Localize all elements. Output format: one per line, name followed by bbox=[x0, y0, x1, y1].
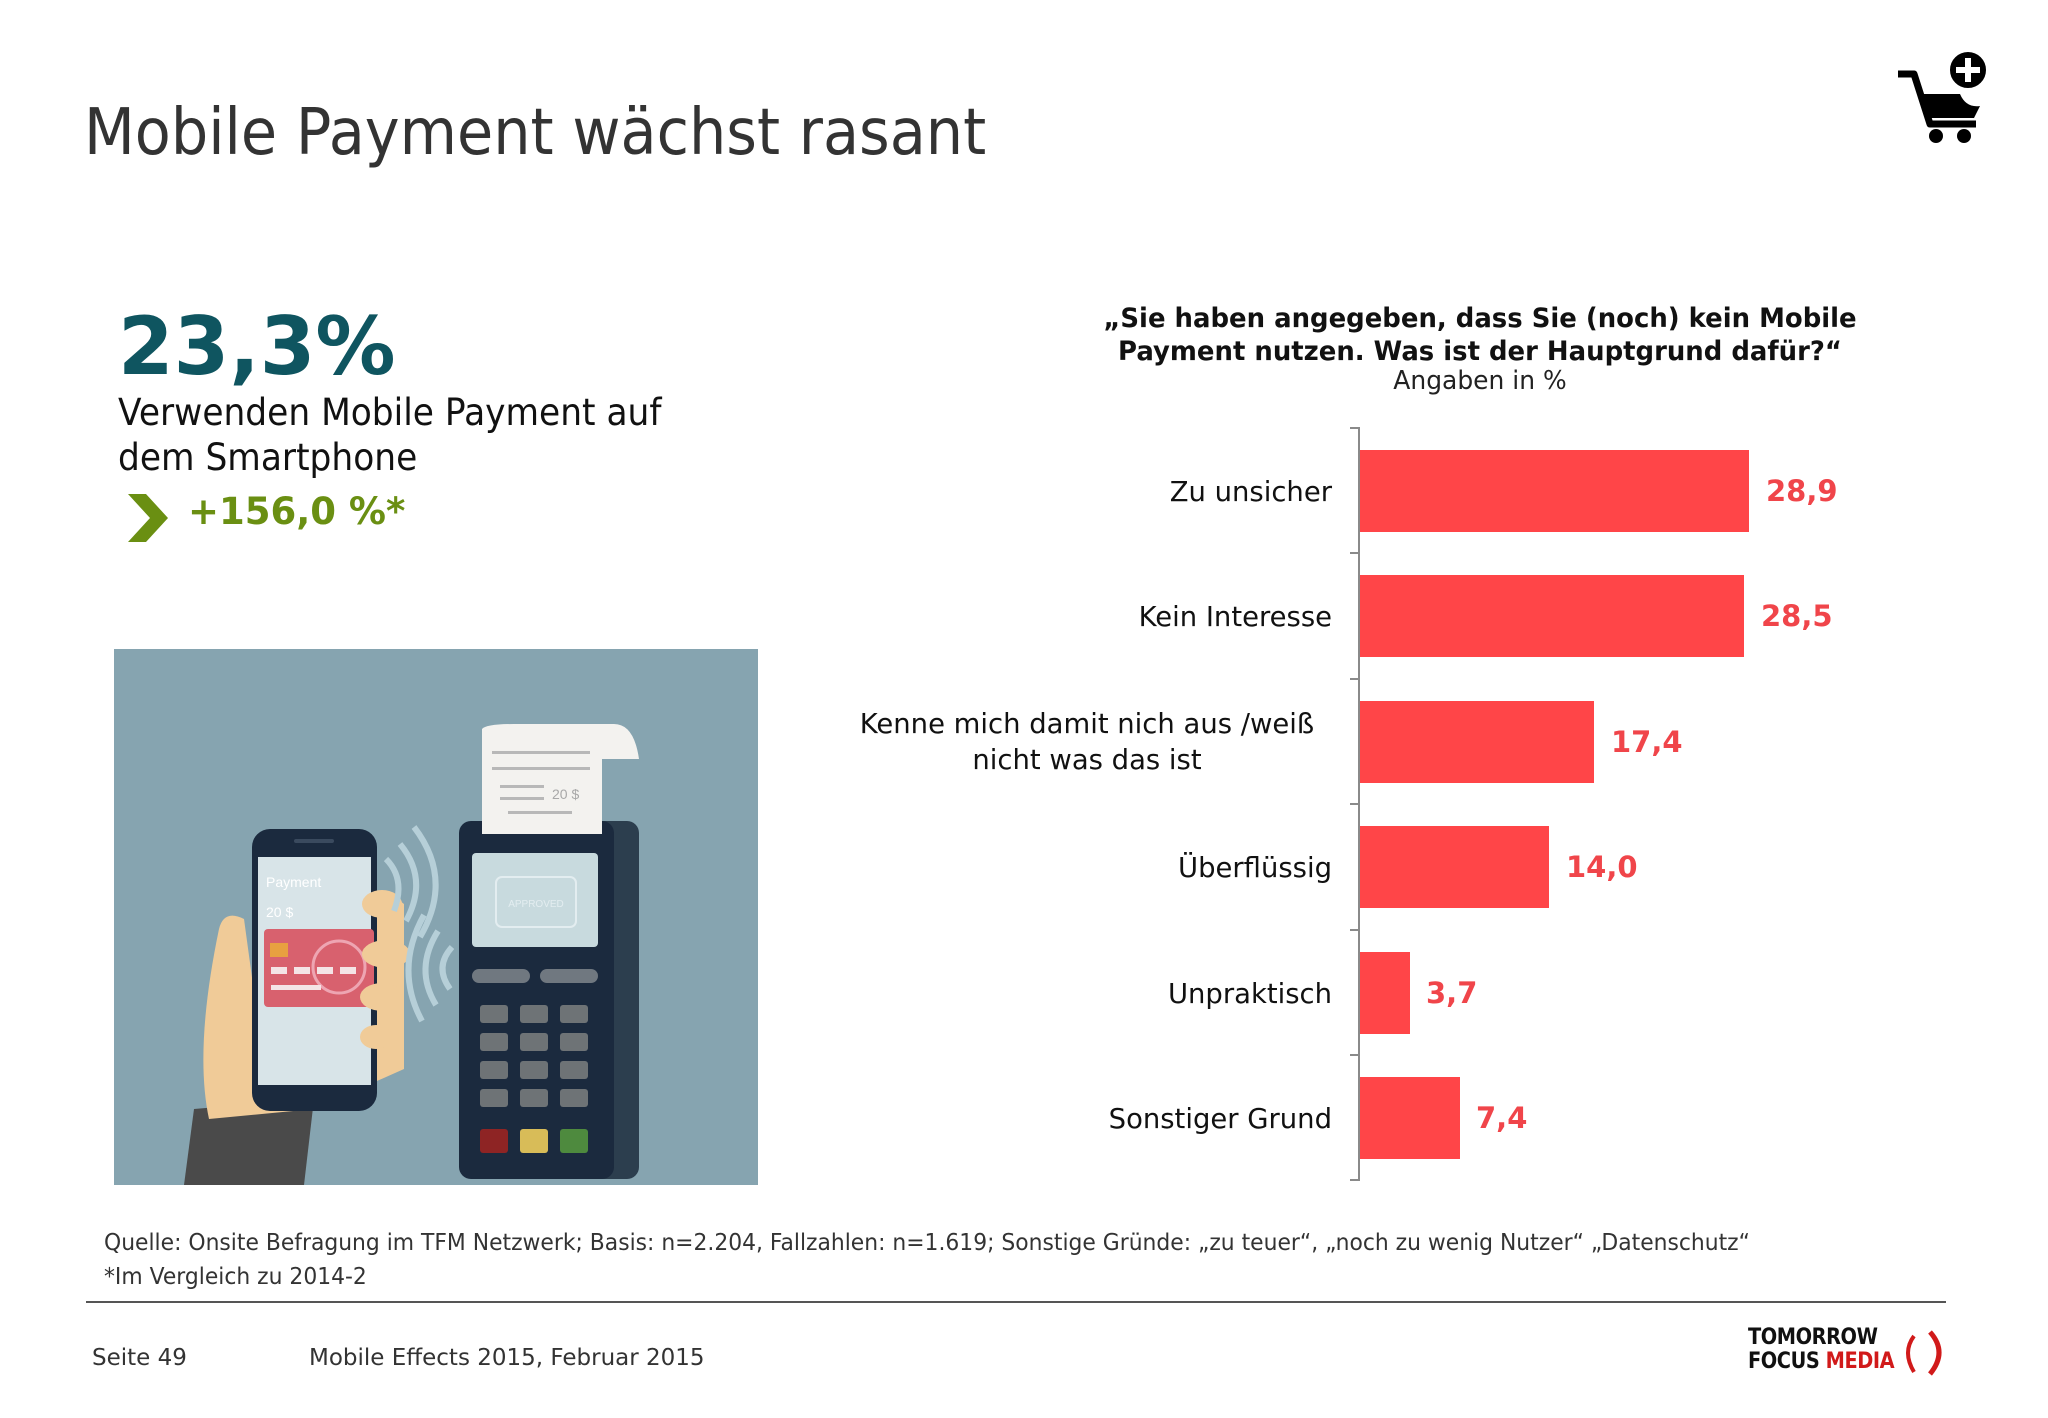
svg-text:APPROVED: APPROVED bbox=[508, 899, 564, 910]
bar-kenne-mich-nicht-aus bbox=[1360, 701, 1594, 783]
svg-text:20 $: 20 $ bbox=[552, 786, 579, 802]
category-label: Überflüssig bbox=[1178, 851, 1332, 884]
chart-title: „Sie haben angegeben, dass Sie (noch) ke… bbox=[1103, 303, 1857, 367]
bar-sonstiger-grund bbox=[1360, 1077, 1460, 1159]
source-note: Quelle: Onsite Befragung im TFM Netzwerk… bbox=[104, 1230, 1750, 1256]
bar-value-label: 7,4 bbox=[1476, 1101, 1528, 1135]
bar-unpraktisch bbox=[1360, 952, 1410, 1034]
kpi-growth: +156,0 %* bbox=[188, 490, 406, 533]
axis-tick bbox=[1350, 678, 1360, 680]
axis-tick bbox=[1350, 929, 1360, 931]
chart-subtitle: Angaben in % bbox=[1393, 366, 1567, 396]
axis-tick bbox=[1350, 552, 1360, 554]
comparison-note: *Im Vergleich zu 2014-2 bbox=[104, 1264, 367, 1290]
bar-ueberfluessig bbox=[1360, 826, 1549, 908]
kpi-value: 23,3% bbox=[118, 300, 396, 393]
nfc-payment-image: Payment 20 $ 20 $ APPRO bbox=[184, 724, 639, 1185]
axis-tick bbox=[1350, 427, 1360, 429]
mobile-payment-illustration: Payment 20 $ 20 $ APPRO bbox=[114, 649, 758, 1185]
cart-add-icon bbox=[1898, 48, 1990, 143]
chevron-right-icon bbox=[128, 494, 168, 542]
bar-value-label: 14,0 bbox=[1566, 850, 1638, 884]
kpi-description: Verwenden Mobile Payment auf dem Smartph… bbox=[118, 391, 662, 479]
axis-tick bbox=[1350, 1054, 1360, 1056]
category-label: Sonstiger Grund bbox=[1108, 1102, 1332, 1135]
bar-value-label: 28,9 bbox=[1766, 474, 1838, 508]
axis-tick bbox=[1350, 1179, 1360, 1181]
logo-brackets-icon bbox=[1906, 1330, 1942, 1376]
page-number: Seite 49 bbox=[92, 1345, 187, 1371]
axis-tick bbox=[1350, 803, 1360, 805]
bar-value-label: 17,4 bbox=[1611, 725, 1683, 759]
page-title: Mobile Payment wächst rasant bbox=[84, 96, 987, 170]
report-name: Mobile Effects 2015, Februar 2015 bbox=[309, 1345, 705, 1371]
bar-zu-unsicher bbox=[1360, 450, 1749, 532]
category-label: Kenne mich damit nich aus /weiß nicht wa… bbox=[859, 707, 1315, 776]
tomorrow-focus-media-logo: TOMORROW FOCUS MEDIA bbox=[1748, 1326, 1958, 1378]
svg-text:Payment: Payment bbox=[266, 874, 321, 890]
category-label: Unpraktisch bbox=[1167, 977, 1332, 1010]
category-label: Kein Interesse bbox=[1138, 600, 1332, 633]
svg-text:20 $: 20 $ bbox=[266, 904, 293, 920]
bar-value-label: 3,7 bbox=[1426, 976, 1478, 1010]
category-label: Zu unsicher bbox=[1169, 475, 1332, 508]
bar-value-label: 28,5 bbox=[1761, 599, 1833, 633]
bar-kein-interesse bbox=[1360, 575, 1744, 657]
footer-divider bbox=[86, 1301, 1946, 1303]
